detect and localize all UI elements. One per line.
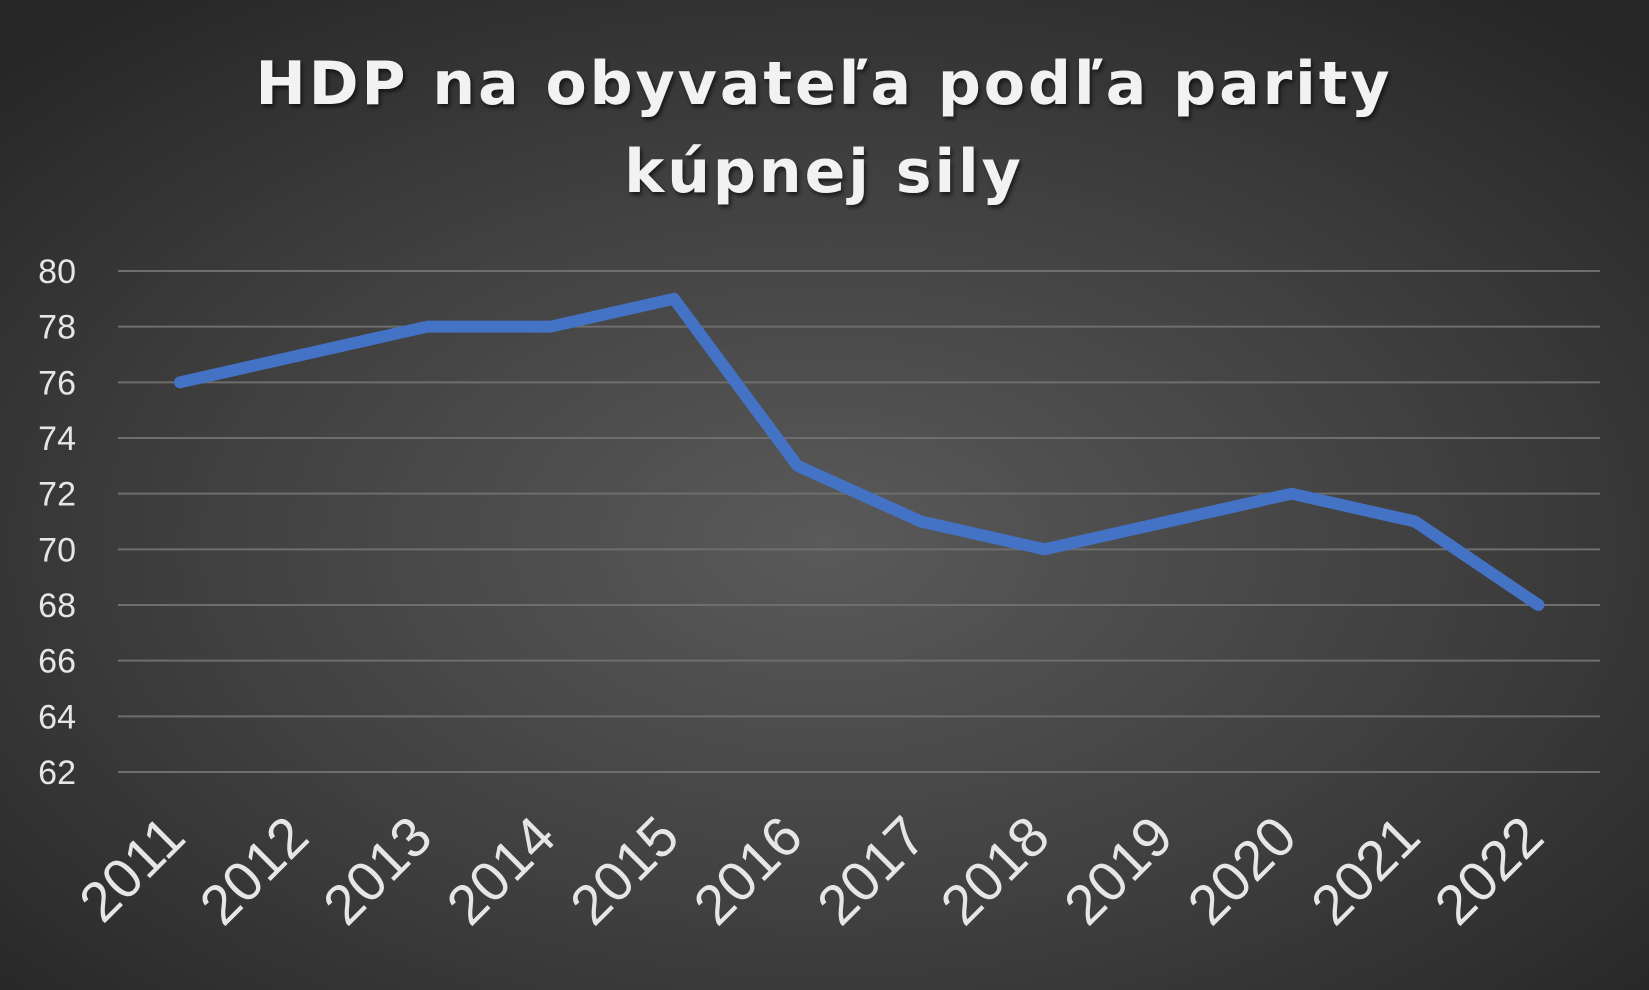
data-point	[1167, 521, 1169, 522]
data-point	[550, 326, 551, 328]
data-point	[1414, 521, 1416, 522]
chart-title: HDP na obyvateľa podľa parity kúpnej sil…	[255, 49, 1392, 207]
x-tick-label: 2013	[311, 804, 444, 937]
x-tick-label: 2018	[928, 804, 1061, 937]
y-tick-label: 80	[38, 253, 76, 291]
series-group	[174, 292, 1545, 611]
x-tick-label: 2021	[1299, 804, 1432, 937]
x-tick-label: 2017	[805, 804, 938, 937]
data-point	[1291, 493, 1292, 495]
y-tick-label: 78	[38, 309, 76, 347]
x-tick-label: 2015	[558, 804, 691, 937]
x-tick-label: 2011	[67, 804, 197, 934]
x-tick-label: 2014	[434, 804, 567, 937]
y-tick-label: 74	[38, 420, 76, 458]
y-tick-label: 72	[38, 476, 76, 514]
x-tick-label: 2016	[681, 804, 814, 937]
y-tick-label: 64	[38, 698, 76, 736]
x-tick-label: 2022	[1422, 804, 1555, 937]
x-axis-ticks: 2011201220132014201520162017201820192020…	[67, 804, 1555, 937]
chart-title-line-2: kúpnej sily	[624, 137, 1023, 207]
data-point	[920, 521, 922, 522]
x-tick-label: 2019	[1052, 804, 1185, 937]
data-point	[1538, 604, 1539, 606]
data-point	[303, 354, 304, 355]
data-point	[673, 298, 675, 300]
y-tick-label: 68	[38, 587, 76, 625]
y-axis-ticks: 80 78 76 74 72 70 68 66 64 62	[38, 253, 76, 792]
data-point	[426, 326, 428, 328]
y-tick-label: 70	[38, 531, 76, 569]
data-point	[797, 465, 798, 467]
y-tick-label: 76	[38, 364, 76, 402]
series-line	[174, 292, 1545, 611]
x-tick-label: 2012	[187, 804, 320, 937]
data-point	[179, 381, 181, 383]
chart-title-line-1: HDP na obyvateľa podľa parity	[255, 49, 1392, 119]
y-tick-label: 66	[38, 643, 76, 681]
y-tick-label: 62	[38, 754, 76, 792]
data-point	[1044, 548, 1045, 550]
x-tick-label: 2020	[1175, 804, 1308, 937]
